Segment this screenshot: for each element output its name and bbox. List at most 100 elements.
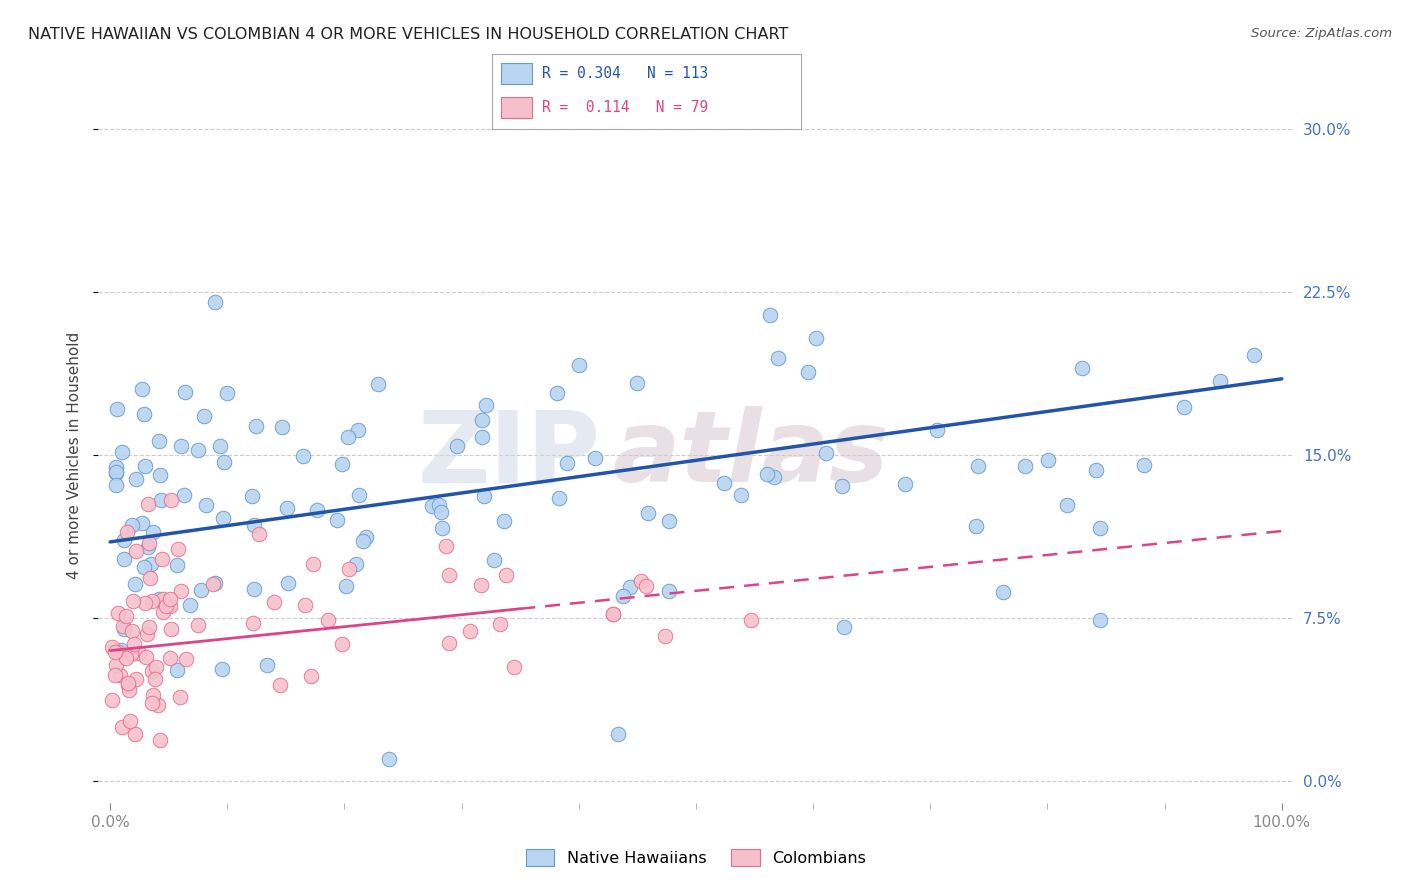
Point xyxy=(121,624,143,638)
Point xyxy=(134,596,156,610)
Point xyxy=(148,434,170,448)
Point xyxy=(346,423,368,437)
Point xyxy=(174,652,197,666)
Legend: Native Hawaiians, Colombians: Native Hawaiians, Colombians xyxy=(519,843,873,872)
Point xyxy=(115,524,138,539)
Point xyxy=(124,727,146,741)
Point xyxy=(548,491,571,505)
Point xyxy=(146,698,169,713)
Point xyxy=(159,650,181,665)
Point xyxy=(190,583,212,598)
Point xyxy=(495,567,517,582)
Text: NATIVE HAWAIIAN VS COLOMBIAN 4 OR MORE VEHICLES IN HOUSEHOLD CORRELATION CHART: NATIVE HAWAIIAN VS COLOMBIAN 4 OR MORE V… xyxy=(28,27,789,42)
Point xyxy=(132,407,155,421)
Point xyxy=(568,358,591,372)
Point xyxy=(832,620,855,634)
Point xyxy=(204,575,226,590)
Point xyxy=(470,578,492,592)
Point xyxy=(427,499,450,513)
Point xyxy=(434,539,457,553)
Point xyxy=(159,599,181,614)
Point xyxy=(217,386,239,401)
Point xyxy=(118,683,141,698)
Point xyxy=(107,645,129,659)
Point xyxy=(141,696,163,710)
Point xyxy=(458,624,481,638)
Point xyxy=(271,420,294,434)
Point xyxy=(187,442,209,457)
Point xyxy=(263,595,285,609)
Point xyxy=(160,623,183,637)
Point xyxy=(245,419,267,434)
Point xyxy=(148,591,170,606)
Y-axis label: 4 or more Vehicles in Household: 4 or more Vehicles in Household xyxy=(67,331,83,579)
Point xyxy=(115,651,138,665)
Point xyxy=(612,590,634,604)
Point xyxy=(104,645,127,659)
Point xyxy=(212,511,235,525)
Point xyxy=(602,607,624,622)
Point xyxy=(730,488,752,502)
Point xyxy=(292,449,315,463)
Point xyxy=(637,507,659,521)
Point xyxy=(141,664,163,678)
Point xyxy=(120,647,142,661)
Point xyxy=(354,530,377,544)
Point xyxy=(294,598,316,612)
Point xyxy=(316,613,339,627)
Point xyxy=(606,727,628,741)
Point xyxy=(105,478,128,492)
Point xyxy=(132,559,155,574)
Point xyxy=(152,605,174,619)
Point xyxy=(148,732,170,747)
Point xyxy=(1038,452,1060,467)
Point xyxy=(173,488,195,502)
Point xyxy=(105,465,128,479)
Point xyxy=(492,514,515,528)
Point xyxy=(1070,361,1092,376)
Point xyxy=(242,616,264,631)
Point xyxy=(658,583,681,598)
Point xyxy=(378,752,401,766)
Point xyxy=(299,669,322,683)
Point xyxy=(1090,521,1112,535)
Point xyxy=(136,540,159,554)
Point xyxy=(167,541,190,556)
Point xyxy=(101,693,124,707)
Point xyxy=(489,616,512,631)
Point xyxy=(654,629,676,643)
Point xyxy=(335,579,357,593)
Point xyxy=(277,575,299,590)
Point xyxy=(546,386,568,401)
Point xyxy=(145,659,167,673)
Point xyxy=(1243,348,1265,362)
Point xyxy=(114,533,136,548)
Point xyxy=(138,620,160,634)
Point xyxy=(332,637,354,651)
Point xyxy=(125,672,148,686)
Point xyxy=(139,557,162,571)
Point xyxy=(337,430,360,444)
Point xyxy=(256,657,278,672)
Point xyxy=(155,599,177,613)
Point xyxy=(142,525,165,540)
Point xyxy=(149,468,172,483)
Point xyxy=(1133,458,1156,472)
Point xyxy=(1056,498,1078,512)
Point xyxy=(201,577,224,591)
Point xyxy=(160,492,183,507)
Point xyxy=(138,536,160,550)
Point xyxy=(1088,613,1111,627)
Point xyxy=(128,646,150,660)
Point xyxy=(243,582,266,596)
Point xyxy=(105,467,128,481)
Point xyxy=(474,490,496,504)
Point xyxy=(193,409,215,423)
Point xyxy=(125,544,148,558)
Point xyxy=(170,439,193,453)
Point xyxy=(475,398,498,412)
Point xyxy=(170,584,193,599)
Point xyxy=(134,458,156,473)
Point xyxy=(768,351,790,366)
Point xyxy=(117,678,139,692)
